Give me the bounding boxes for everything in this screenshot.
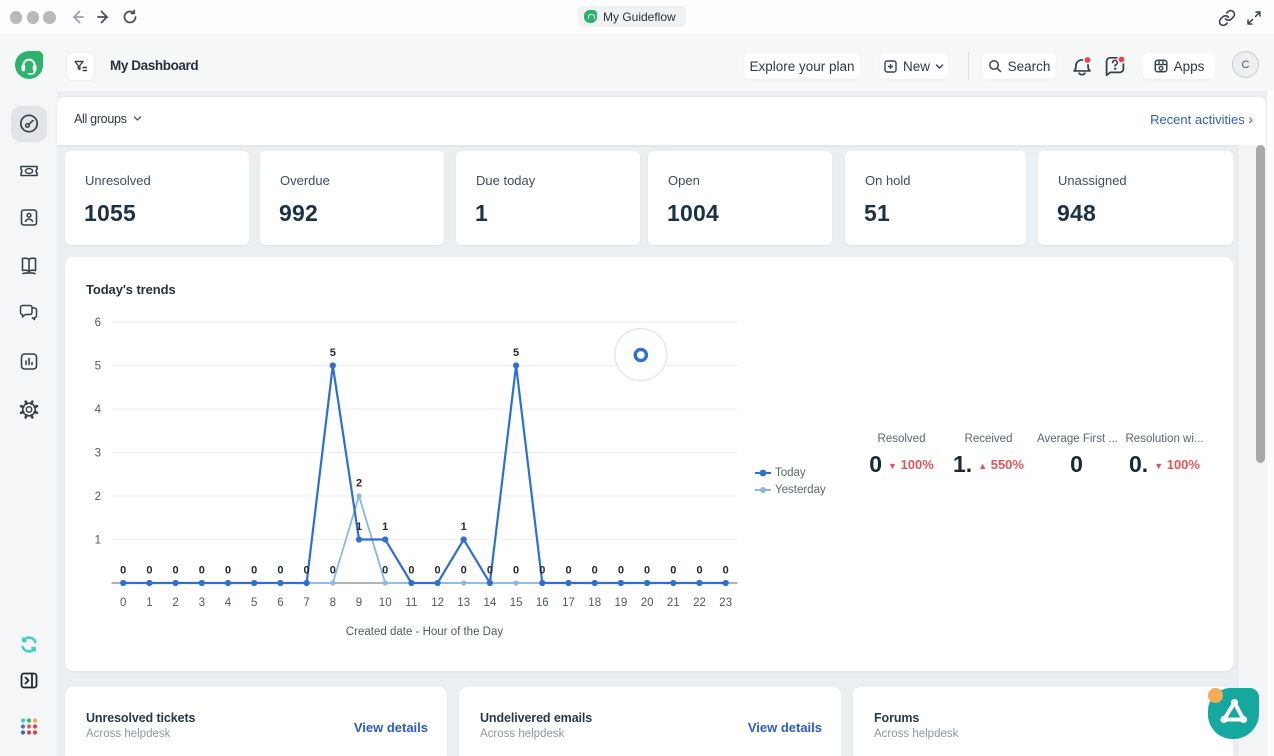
svg-text:16: 16 xyxy=(536,597,549,609)
svg-text:12: 12 xyxy=(431,597,444,609)
svg-text:21: 21 xyxy=(667,597,680,609)
svg-text:1: 1 xyxy=(356,521,362,533)
svg-text:4: 4 xyxy=(225,597,232,609)
svg-text:4: 4 xyxy=(95,404,102,416)
svg-text:10: 10 xyxy=(379,597,392,609)
svg-text:0: 0 xyxy=(330,565,336,577)
svg-text:0: 0 xyxy=(644,565,650,577)
svg-text:6: 6 xyxy=(277,597,283,609)
svg-text:5: 5 xyxy=(330,347,336,359)
svg-text:0: 0 xyxy=(565,565,571,577)
svg-text:2: 2 xyxy=(172,597,178,609)
svg-text:0: 0 xyxy=(592,565,598,577)
svg-text:2: 2 xyxy=(95,491,101,503)
svg-text:0: 0 xyxy=(120,565,126,577)
svg-text:18: 18 xyxy=(588,597,601,609)
svg-text:0: 0 xyxy=(146,565,152,577)
svg-text:5: 5 xyxy=(251,597,257,609)
svg-text:8: 8 xyxy=(330,597,336,609)
svg-text:0: 0 xyxy=(173,565,179,577)
svg-text:Created date - Hour of the Day: Created date - Hour of the Day xyxy=(346,626,503,638)
svg-text:3: 3 xyxy=(199,597,205,609)
svg-text:0: 0 xyxy=(487,565,493,577)
svg-text:0: 0 xyxy=(461,565,467,577)
svg-text:23: 23 xyxy=(719,597,732,609)
svg-text:0: 0 xyxy=(120,597,126,609)
svg-text:22: 22 xyxy=(693,597,706,609)
svg-text:3: 3 xyxy=(95,448,101,460)
svg-text:13: 13 xyxy=(457,597,470,609)
svg-text:9: 9 xyxy=(356,597,362,609)
svg-text:2: 2 xyxy=(356,478,362,490)
svg-text:0: 0 xyxy=(225,565,231,577)
svg-text:0: 0 xyxy=(277,565,283,577)
svg-text:0: 0 xyxy=(199,565,205,577)
svg-text:0: 0 xyxy=(408,565,414,577)
svg-text:15: 15 xyxy=(510,597,523,609)
svg-text:0: 0 xyxy=(304,565,310,577)
svg-text:7: 7 xyxy=(303,597,309,609)
svg-text:0: 0 xyxy=(723,565,729,577)
svg-text:0: 0 xyxy=(382,565,388,577)
svg-text:11: 11 xyxy=(405,597,417,609)
svg-text:14: 14 xyxy=(484,597,497,609)
svg-text:1: 1 xyxy=(95,535,101,547)
svg-text:0: 0 xyxy=(513,565,519,577)
svg-text:17: 17 xyxy=(562,597,575,609)
svg-text:0: 0 xyxy=(670,565,676,577)
svg-text:0: 0 xyxy=(539,565,545,577)
svg-text:0: 0 xyxy=(435,565,441,577)
svg-text:0: 0 xyxy=(696,565,702,577)
svg-text:1: 1 xyxy=(146,597,152,609)
svg-text:6: 6 xyxy=(95,317,101,329)
svg-text:5: 5 xyxy=(95,361,101,373)
svg-text:1: 1 xyxy=(461,521,467,533)
svg-text:0: 0 xyxy=(618,565,624,577)
svg-text:0: 0 xyxy=(251,565,257,577)
svg-text:19: 19 xyxy=(615,597,628,609)
svg-text:5: 5 xyxy=(513,347,519,359)
svg-text:20: 20 xyxy=(641,597,654,609)
svg-text:1: 1 xyxy=(382,521,388,533)
